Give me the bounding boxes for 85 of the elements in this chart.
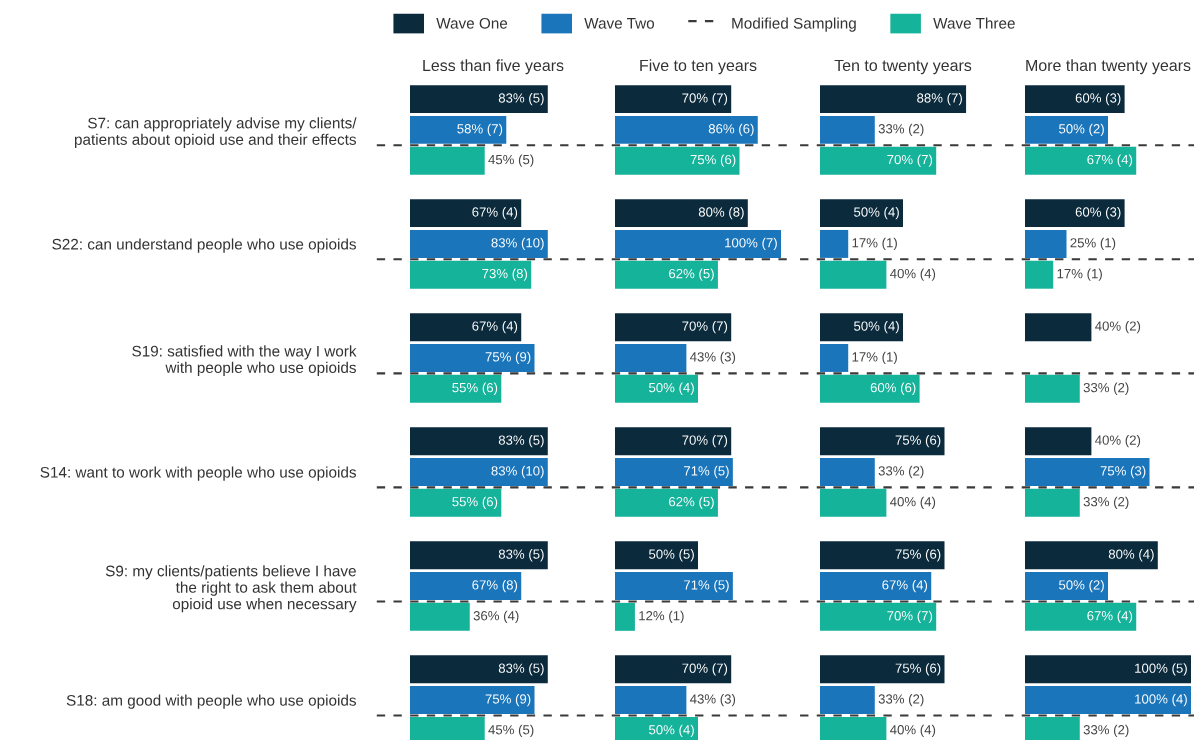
data-label: 71% (5) (684, 579, 729, 593)
y-tick-label: S18: am good with people who use opioids (66, 694, 356, 709)
chart-title: Five to ten years (640, 59, 757, 75)
data-label: 33% (2) (878, 693, 924, 707)
data-label: 62% (5) (669, 268, 714, 281)
data-label: 67% (4) (1087, 154, 1133, 167)
data-label: 33% (2) (1083, 382, 1129, 395)
data-label: 73% (8) (482, 268, 528, 281)
data-label: 100% (7) (725, 237, 777, 251)
data-label: 67% (4) (472, 206, 518, 220)
data-label: 100% (4) (1135, 693, 1187, 707)
y-tick-label: S7: can appropriately advise my clients/ patients about opioid use and their effects (74, 117, 357, 148)
data-label: 75% (3) (1100, 465, 1146, 479)
data-label: 83% (5) (498, 549, 544, 562)
chart-title: More than twenty years (1026, 59, 1191, 75)
data-label: 17% (1) (1057, 268, 1102, 281)
y-tick-label: S19: satisfied with the way I work with people who use opioids (132, 345, 357, 377)
data-label: 50% (2) (1059, 579, 1104, 593)
data-label: 55% (6) (452, 496, 498, 509)
data-label: 83% (5) (498, 92, 544, 106)
chart-title: Ten to twenty years (834, 59, 972, 75)
data-label: 70% (7) (682, 663, 728, 676)
data-label: 83% (5) (498, 435, 544, 448)
y-tick-label: S22: can understand people who use opioids (52, 238, 356, 253)
data-label: 33% (2) (1083, 496, 1129, 509)
data-label: 45% (5) (488, 724, 534, 738)
data-label: 33% (2) (878, 465, 924, 479)
data-label: 60% (3) (1075, 92, 1121, 106)
data-label: 83% (10) (491, 465, 544, 479)
data-label: 83% (10) (491, 237, 544, 251)
data-label: 75% (9) (485, 693, 531, 707)
data-label: 40% (4) (890, 724, 936, 738)
data-label: 70% (7) (887, 154, 933, 167)
data-label: 67% (4) (882, 579, 928, 593)
legend-label: Modified Sampling (732, 17, 856, 32)
data-label: 43% (3) (690, 351, 736, 365)
data-label: 60% (6) (870, 382, 916, 395)
data-label: 80% (8) (698, 206, 744, 220)
data-label: 88% (7) (917, 92, 962, 106)
data-label: 43% (3) (690, 693, 736, 707)
data-label: 40% (2) (1095, 435, 1141, 448)
data-label: 40% (2) (1095, 321, 1141, 334)
chart-title: Less than five years (423, 59, 564, 75)
legend-label: Wave Two (584, 18, 655, 29)
data-label: 67% (8) (472, 579, 518, 593)
data-label: 50% (4) (649, 724, 694, 738)
data-label: 50% (5) (649, 549, 694, 562)
data-label: 50% (4) (854, 321, 899, 334)
data-label: 75% (6) (895, 435, 941, 448)
data-label: 70% (7) (682, 435, 728, 448)
data-label: 60% (3) (1075, 206, 1121, 220)
y-tick-label: S14: want to work with people who use opioids (40, 466, 356, 481)
data-label: 75% (6) (690, 154, 736, 167)
data-label: 86% (6) (708, 123, 754, 137)
data-label: 58% (7) (457, 123, 503, 137)
data-label: 40% (4) (890, 496, 936, 509)
data-label: 67% (4) (472, 321, 518, 334)
data-label: 17% (1) (852, 237, 897, 251)
data-label: 33% (2) (878, 123, 924, 137)
data-label: 50% (4) (649, 382, 694, 395)
data-label: 75% (6) (895, 549, 941, 562)
data-label: 50% (4) (854, 206, 899, 220)
data-label: 25% (1) (1070, 237, 1116, 251)
data-label: 45% (5) (488, 154, 534, 167)
legend-label: Wave One (436, 17, 508, 29)
data-label: 80% (4) (1108, 549, 1154, 562)
data-label: 62% (5) (669, 496, 714, 509)
data-label: 33% (2) (1083, 724, 1129, 738)
legend-label: Wave Three (933, 17, 1015, 29)
data-label: 40% (4) (890, 268, 936, 281)
data-label: 100% (5) (1135, 663, 1187, 676)
data-label: 50% (2) (1059, 123, 1104, 137)
data-label: 70% (7) (887, 610, 933, 623)
data-label: 75% (6) (895, 663, 941, 676)
data-label: 36% (4) (473, 610, 519, 623)
data-label: 75% (9) (485, 351, 531, 365)
data-label: 71% (5) (684, 465, 729, 479)
data-label: 83% (5) (498, 663, 544, 676)
data-label: 67% (4) (1087, 610, 1133, 623)
data-label: 17% (1) (852, 351, 897, 365)
data-label: 55% (6) (452, 382, 498, 395)
data-label: 70% (7) (682, 92, 728, 106)
y-tick-label: S9: my clients/patients believe I have the right to ask them about opioid use when necessary (105, 565, 357, 613)
data-label: 70% (7) (682, 321, 728, 334)
data-label: 12% (1) (639, 610, 684, 623)
